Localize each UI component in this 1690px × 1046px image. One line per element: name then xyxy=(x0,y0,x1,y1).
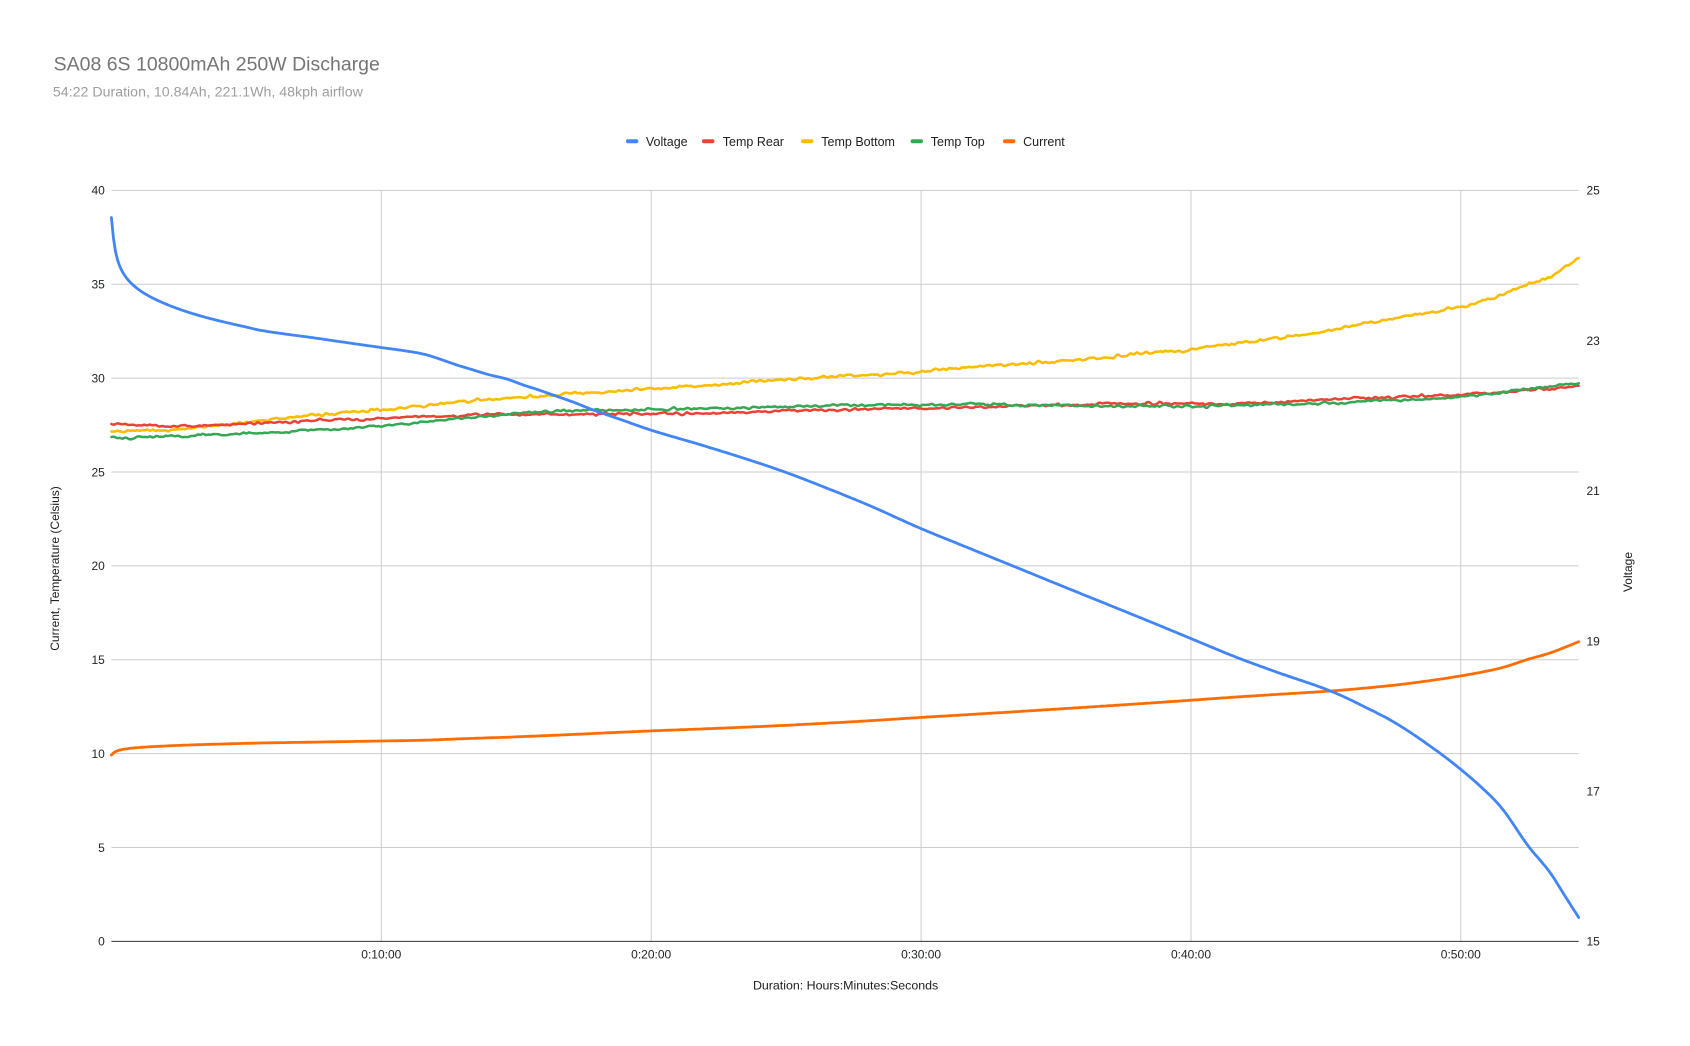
svg-text:0:10:00: 0:10:00 xyxy=(361,948,401,962)
svg-text:15: 15 xyxy=(1587,935,1601,949)
svg-text:0:30:00: 0:30:00 xyxy=(901,948,941,962)
svg-text:Current, Temperature (Celsius): Current, Temperature (Celsius) xyxy=(48,486,62,651)
svg-text:0:50:00: 0:50:00 xyxy=(1441,948,1481,962)
svg-text:21: 21 xyxy=(1587,484,1601,498)
svg-text:30: 30 xyxy=(91,371,105,385)
svg-text:35: 35 xyxy=(91,278,105,292)
svg-text:17: 17 xyxy=(1587,785,1601,799)
svg-text:19: 19 xyxy=(1587,634,1601,648)
svg-text:Temp Top: Temp Top xyxy=(931,135,985,149)
svg-text:SA08 6S 10800mAh 250W Discharg: SA08 6S 10800mAh 250W Discharge xyxy=(54,53,380,75)
svg-text:5: 5 xyxy=(98,841,105,855)
svg-text:Temp Rear: Temp Rear xyxy=(723,135,784,149)
svg-text:Current: Current xyxy=(1023,135,1065,149)
svg-text:0: 0 xyxy=(98,935,105,949)
svg-text:23: 23 xyxy=(1587,334,1601,348)
svg-text:10: 10 xyxy=(91,747,105,761)
svg-text:Voltage: Voltage xyxy=(1621,552,1635,592)
svg-text:54:22 Duration, 10.84Ah, 221.1: 54:22 Duration, 10.84Ah, 221.1Wh, 48kph … xyxy=(53,84,364,100)
svg-text:0:20:00: 0:20:00 xyxy=(631,948,671,962)
svg-text:20: 20 xyxy=(91,559,105,573)
svg-text:40: 40 xyxy=(91,184,105,198)
svg-text:Duration: Hours:Minutes:Second: Duration: Hours:Minutes:Seconds xyxy=(753,979,938,993)
svg-text:25: 25 xyxy=(91,465,105,479)
svg-text:Temp Bottom: Temp Bottom xyxy=(821,135,895,149)
svg-text:15: 15 xyxy=(91,653,105,667)
svg-text:Voltage: Voltage xyxy=(646,135,688,149)
svg-text:25: 25 xyxy=(1587,184,1601,198)
svg-text:0:40:00: 0:40:00 xyxy=(1171,948,1211,962)
